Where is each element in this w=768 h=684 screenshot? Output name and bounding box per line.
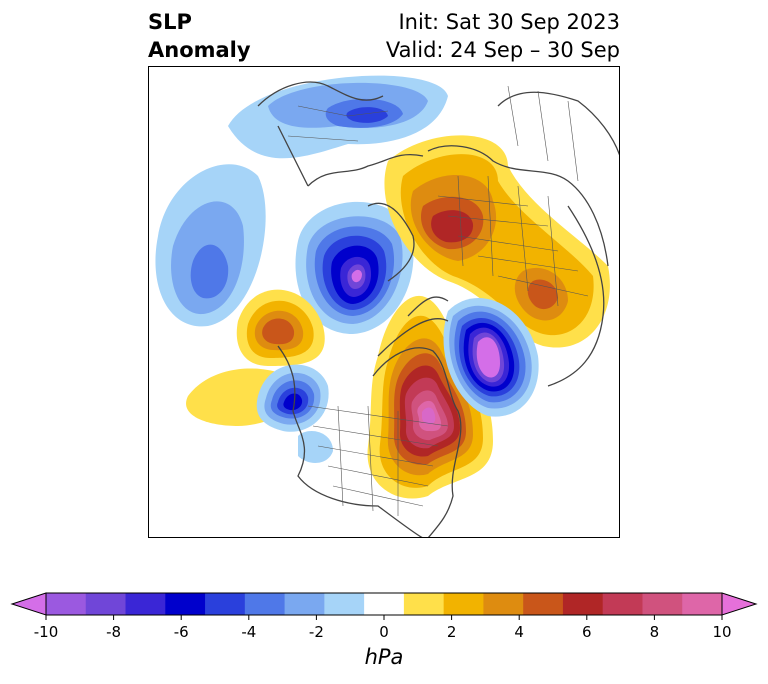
colorbar-bin [523,593,564,615]
colorbar-bin [443,593,484,615]
map-subtitle: Init: Sat 30 Sep 2023 Valid: 24 Sep – 30… [386,8,620,64]
colorbar-tick-label: -10 [34,623,59,641]
title-variable: SLP [148,10,192,34]
colorbar-bins [10,592,758,616]
map-title: SLP Anomaly [148,8,251,64]
title-variable-sub: Anomaly [148,38,251,62]
colorbar-bin [205,593,246,615]
colorbar-bin [244,593,286,615]
colorbar: -10 -8 -6 -4 -2 0 2 4 6 8 10 [10,592,758,641]
init-date: Init: Sat 30 Sep 2023 [398,10,620,34]
low-anomaly-atlantic [443,298,539,417]
colorbar-over-arrow [721,592,758,616]
colorbar-bin [602,593,643,615]
colorbar-tick-label: 4 [514,623,524,641]
colorbar-bin [284,593,325,615]
low-anomaly-west [155,164,266,327]
country-borders [287,85,589,516]
colorbar-units: hPa [364,645,404,669]
colorbar-tick-label: -8 [106,623,121,641]
colorbar-bin [562,593,604,615]
low-anomaly-arctic [295,201,414,334]
colorbar-bin [483,593,524,615]
colorbar-bin [682,593,723,615]
colorbar-ticks: -10 -8 -6 -4 -2 0 2 4 6 8 10 [34,615,732,641]
valid-range: Valid: 24 Sep – 30 Sep [385,38,620,62]
high-anomaly-alaska [186,289,325,426]
colorbar-bin [165,593,206,615]
colorbar-bin [642,593,683,615]
colorbar-under-arrow [10,592,47,616]
high-anomaly-north-america [367,295,493,499]
high-anomaly-siberia [384,135,610,348]
colorbar-tick-label: -4 [241,623,256,641]
colorbar-bin [85,593,127,615]
colorbar-tick-label: 2 [447,623,457,641]
colorbar-tick-label: 6 [582,623,592,641]
low-anomaly-west-coast [256,364,333,463]
colorbar-bin [364,593,405,615]
colorbar-bin [403,593,445,615]
colorbar-bin [125,593,166,615]
colorbar-bin [46,593,87,615]
coastlines [257,81,620,538]
colorbar-tick-label: -2 [309,623,324,641]
colorbar-bin [324,593,365,615]
slp-anomaly-map [148,66,620,538]
colorbar-tick-label: -6 [174,623,189,641]
colorbar-tick-label: 10 [712,623,731,641]
colorbar-tick-label: 8 [650,623,660,641]
low-anomaly-north [228,75,448,159]
colorbar-tick-label: 0 [379,623,389,641]
